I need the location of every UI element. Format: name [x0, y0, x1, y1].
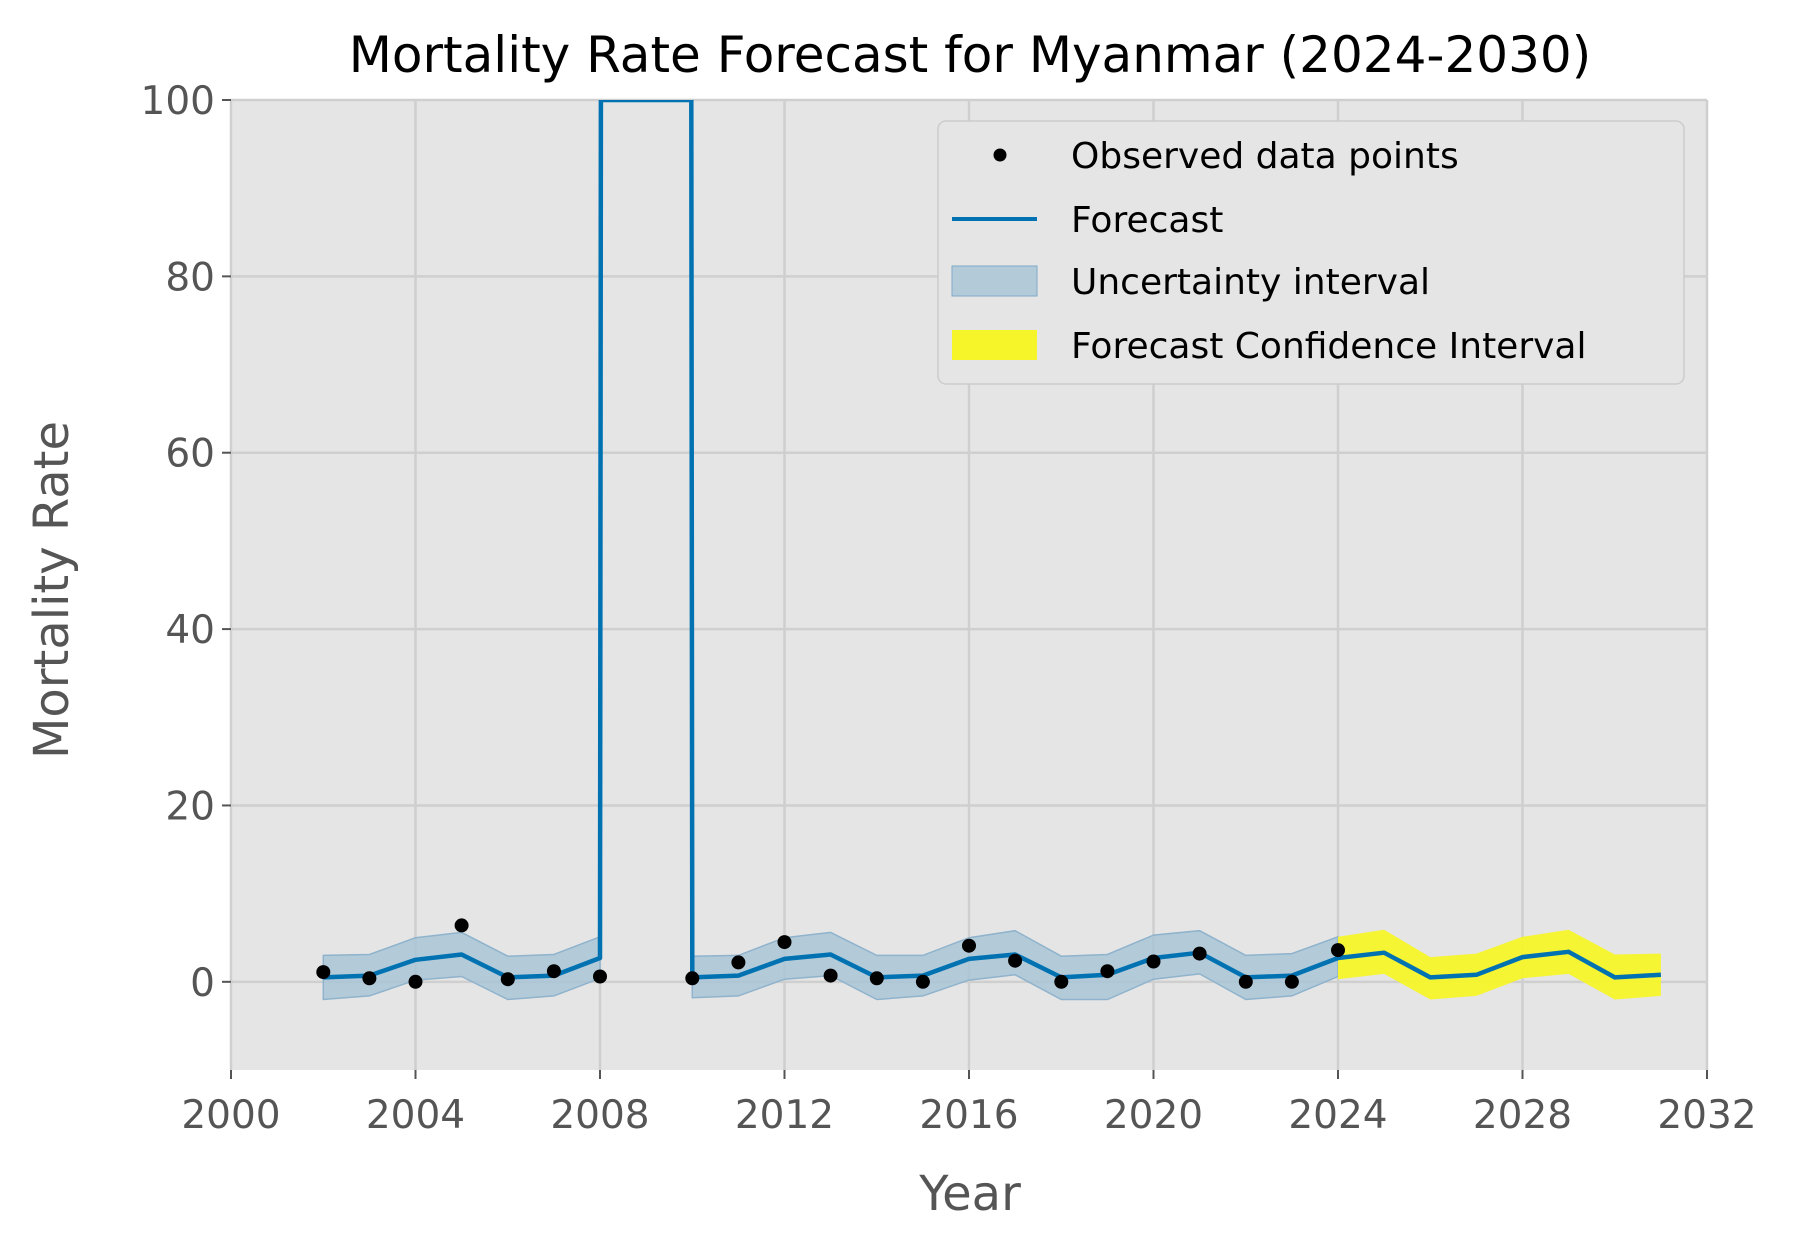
observed-point: [1100, 964, 1115, 979]
legend-label-uncertainty: Uncertainty interval: [1071, 262, 1430, 303]
observed-point: [593, 969, 607, 984]
x-tick-label: 2008: [550, 1093, 649, 1138]
observed-point: [408, 974, 423, 989]
x-tick-label: 2020: [1104, 1093, 1203, 1138]
y-axis-label: Mortality Rate: [24, 421, 80, 759]
observed-point: [1146, 954, 1161, 969]
tick-labels: 2000 2004 2008 2012 2016 2020 2024 2028 2032 0 20 4…: [141, 79, 1757, 1138]
observed-point: [1238, 974, 1253, 989]
y-tick-label: 40: [165, 608, 215, 653]
observed-point: [1331, 943, 1345, 958]
legend-marker-observed: [993, 148, 1007, 162]
observed-point: [1284, 974, 1299, 989]
legend: Observed data points Forecast Uncertaint…: [937, 120, 1685, 385]
x-axis-label: Year: [918, 1166, 1021, 1222]
observed-point: [915, 974, 930, 989]
observed-points-layer: [316, 918, 1345, 989]
observed-point: [316, 965, 331, 980]
y-tick-label: 60: [165, 432, 215, 477]
legend-label-observed: Observed data points: [1071, 136, 1459, 177]
y-tick-label: 0: [190, 961, 215, 1006]
legend-marker-uncertainty: [951, 265, 1038, 297]
observed-point: [685, 971, 700, 986]
observed-point: [823, 968, 838, 983]
observed-point: [777, 935, 792, 950]
legend-label-confidence: Forecast Confidence Interval: [1071, 326, 1587, 367]
x-tick-label: 2000: [181, 1093, 280, 1138]
legend-box: [937, 120, 1685, 385]
legend-marker-confidence: [952, 330, 1037, 360]
observed-point: [1192, 946, 1207, 961]
chart-title: Mortality Rate Forecast for Myanmar (202…: [349, 26, 1591, 84]
observed-point: [962, 938, 976, 953]
x-tick-label: 2016: [919, 1093, 1018, 1138]
x-tick-label: 2012: [735, 1093, 834, 1138]
observed-point: [869, 971, 884, 986]
legend-label-forecast: Forecast: [1071, 200, 1223, 241]
y-tick-label: 20: [165, 784, 215, 829]
observed-point: [362, 971, 377, 986]
observed-point: [454, 918, 469, 933]
observed-point: [1008, 953, 1023, 968]
observed-point: [1054, 974, 1069, 989]
x-tick-label: 2032: [1657, 1093, 1756, 1138]
y-tick-label: 80: [165, 255, 215, 300]
observed-point: [731, 955, 746, 970]
observed-point: [546, 964, 561, 979]
observed-point: [500, 972, 515, 987]
x-tick-label: 2024: [1288, 1093, 1387, 1138]
y-tick-label: 100: [141, 79, 215, 124]
x-tick-label: 2028: [1473, 1093, 1572, 1138]
x-tick-label: 2004: [366, 1093, 465, 1138]
